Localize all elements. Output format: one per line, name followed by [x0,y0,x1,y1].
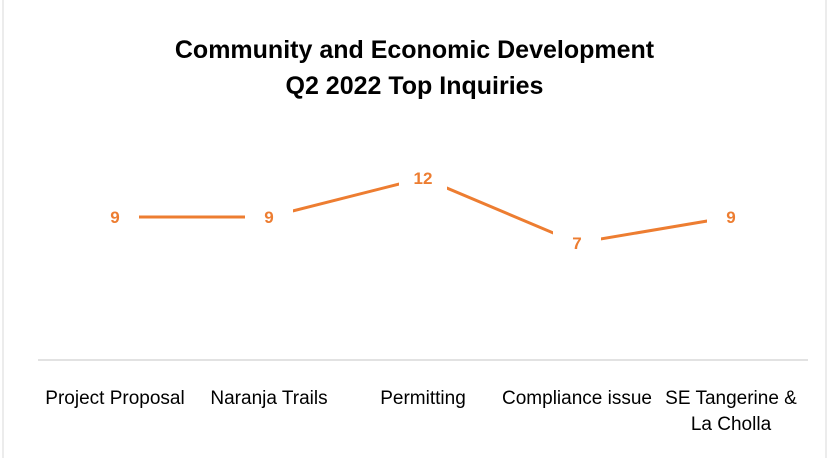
x-tick-label: Compliance issue [502,388,652,409]
x-tick-label: Project Proposal [45,388,185,409]
data-label: 7 [572,234,581,253]
label-background [707,203,755,231]
x-tick-label: SE Tangerine & La Cholla [665,388,797,435]
label-background [399,164,447,192]
data-label: 9 [110,208,119,227]
label-background [553,229,601,257]
label-background [245,203,293,231]
chart-title: Community and Economic Development Q2 20… [174,36,655,100]
data-label: 9 [726,208,735,227]
x-tick-label: Permitting [380,388,466,409]
x-tick-label: Naranja Trails [210,388,328,409]
label-background [91,203,139,231]
data-label: 12 [414,169,433,188]
data-label: 9 [264,208,273,227]
